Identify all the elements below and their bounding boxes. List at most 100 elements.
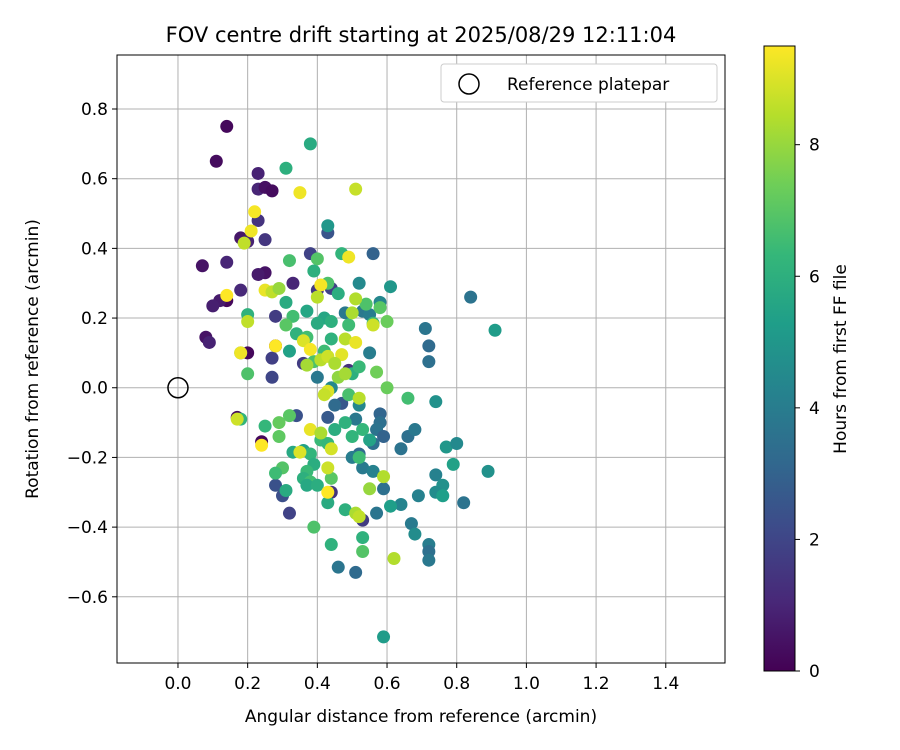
data-point xyxy=(366,464,380,478)
data-point xyxy=(307,520,321,534)
data-point xyxy=(450,436,464,450)
data-point xyxy=(300,358,314,372)
data-point xyxy=(380,381,394,395)
plot-frame xyxy=(116,54,726,664)
y-tick-label: 0.8 xyxy=(81,100,108,120)
data-point xyxy=(377,630,391,644)
data-point xyxy=(342,250,356,264)
data-point xyxy=(251,268,265,282)
x-tick-label: 0.8 xyxy=(443,674,470,694)
data-point xyxy=(324,471,338,485)
data-point xyxy=(394,497,408,511)
data-point xyxy=(418,322,432,336)
data-point xyxy=(457,496,471,510)
data-point xyxy=(338,503,352,517)
data-point xyxy=(321,485,335,499)
data-point xyxy=(328,398,342,412)
data-point xyxy=(324,315,338,329)
data-point xyxy=(220,255,234,269)
data-point xyxy=(349,182,363,196)
data-point xyxy=(349,335,363,349)
data-point xyxy=(272,430,286,444)
data-point xyxy=(373,301,387,315)
data-point xyxy=(401,391,415,405)
data-point xyxy=(481,464,495,478)
data-point xyxy=(269,478,283,492)
data-points xyxy=(195,119,502,644)
data-point xyxy=(370,365,384,379)
data-point xyxy=(363,346,377,360)
data-point xyxy=(220,119,234,133)
data-point xyxy=(352,391,366,405)
data-point xyxy=(446,457,460,471)
data-point xyxy=(258,233,272,247)
data-point xyxy=(408,423,422,437)
data-point xyxy=(272,281,286,295)
x-tick-label: 1.4 xyxy=(652,674,679,694)
data-point xyxy=(310,370,324,384)
data-point xyxy=(342,388,356,402)
data-point xyxy=(237,236,251,250)
data-point xyxy=(366,247,380,261)
legend-marker-icon xyxy=(458,73,480,95)
data-point xyxy=(352,450,366,464)
data-point xyxy=(269,466,283,480)
x-axis-title: Angular distance from reference (arcmin) xyxy=(245,707,597,727)
data-point xyxy=(359,297,373,311)
y-tick-label: 0.4 xyxy=(81,239,108,259)
data-point xyxy=(394,442,408,456)
data-point xyxy=(303,423,317,437)
data-point xyxy=(220,288,234,302)
data-point xyxy=(269,339,283,353)
data-point xyxy=(303,342,317,356)
data-point xyxy=(241,367,255,381)
data-point xyxy=(377,482,391,496)
data-point xyxy=(331,560,345,574)
colorbar-ticks: 0 2 4 6 8 xyxy=(795,136,820,682)
data-point xyxy=(335,348,349,362)
data-point xyxy=(366,318,380,332)
y-tick-label: −0.6 xyxy=(67,588,108,608)
data-point xyxy=(265,351,279,365)
x-axis-ticks: 0.0 0.2 0.4 0.6 0.8 1.0 1.2 1.4 xyxy=(164,663,679,694)
data-point xyxy=(436,489,450,503)
data-point xyxy=(307,264,321,278)
data-point xyxy=(377,470,391,484)
data-point xyxy=(411,489,425,503)
data-point xyxy=(234,346,248,360)
data-point xyxy=(331,287,345,301)
x-tick-label: 1.2 xyxy=(583,674,610,694)
x-tick-label: 1.0 xyxy=(513,674,540,694)
data-point xyxy=(321,219,335,233)
data-point xyxy=(384,499,398,513)
legend: Reference platepar xyxy=(440,63,718,103)
data-point xyxy=(314,426,328,440)
data-point xyxy=(324,538,338,552)
data-point xyxy=(352,276,366,290)
data-point xyxy=(206,299,220,313)
colorbar-tick-label: 8 xyxy=(809,136,820,156)
data-point xyxy=(279,318,293,332)
data-point xyxy=(296,334,310,348)
data-point xyxy=(422,553,436,567)
data-point xyxy=(255,438,269,452)
data-point xyxy=(345,430,359,444)
data-point xyxy=(310,252,324,266)
data-point xyxy=(279,295,293,309)
reference-marker xyxy=(167,376,189,399)
y-tick-label: 0.0 xyxy=(81,379,108,399)
data-point xyxy=(282,254,296,268)
data-point xyxy=(265,370,279,384)
data-point xyxy=(241,315,255,329)
data-point xyxy=(251,166,265,180)
x-tick-label: 0.2 xyxy=(234,674,261,694)
data-point xyxy=(488,323,502,337)
data-point xyxy=(356,545,370,559)
data-point xyxy=(363,482,377,496)
data-point xyxy=(422,355,436,369)
data-point xyxy=(314,278,328,292)
y-tick-label: 0.6 xyxy=(81,170,108,190)
chart-title: FOV centre drift starting at 2025/08/29 … xyxy=(166,23,677,47)
data-point xyxy=(303,137,317,151)
data-point xyxy=(429,468,443,482)
